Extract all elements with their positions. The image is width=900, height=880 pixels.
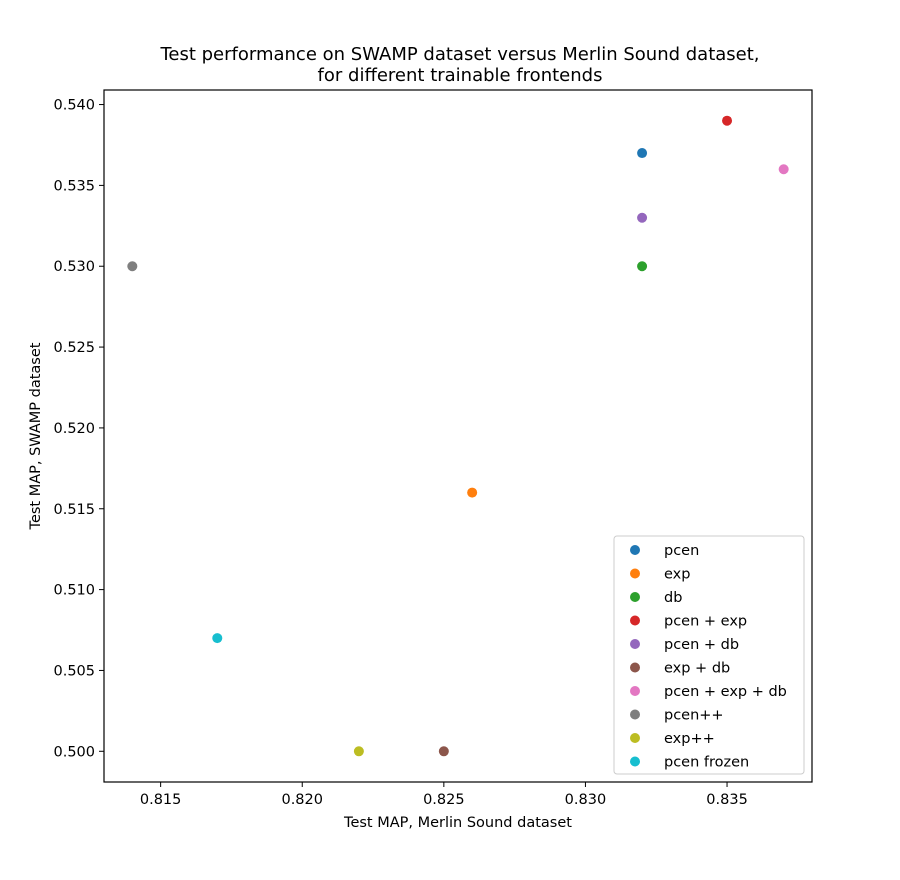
plot-area — [103, 89, 813, 783]
legend-marker — [630, 592, 640, 602]
legend-label: pcen + exp — [664, 614, 747, 630]
y-tick-label: 0.500 — [53, 744, 95, 760]
data-point — [353, 746, 364, 757]
y-axis-label: Test MAP, SWAMP dataset — [28, 342, 44, 530]
y-tick-label: 0.520 — [53, 421, 95, 437]
legend: pcen exp db pcen + exp pcen + db exp + db pcen… — [613, 535, 805, 775]
y-tick-label: 0.515 — [53, 502, 95, 518]
legend-label: exp — [664, 567, 690, 583]
data-point — [637, 212, 648, 223]
y-tick-label: 0.530 — [53, 259, 95, 275]
data-point — [722, 115, 733, 126]
x-tick-label: 0.815 — [140, 792, 182, 808]
legend-label: pcen++ — [664, 708, 724, 724]
y-tick-label: 0.540 — [53, 98, 95, 114]
data-point — [637, 148, 648, 159]
chart-title: Test performance on SWAMP dataset versus… — [159, 44, 759, 65]
legend-label: pcen + exp + db — [664, 684, 787, 700]
y-tick-label: 0.525 — [53, 340, 95, 356]
legend-marker — [630, 662, 640, 673]
x-axis: 0.815 0.820 0.825 0.830 0.835 — [140, 782, 748, 808]
legend-marker — [630, 686, 640, 696]
x-axis-label: Test MAP, Merlin Sound dataset — [343, 815, 572, 831]
legend-label: exp + db — [664, 661, 730, 677]
y-tick-label: 0.505 — [53, 663, 95, 679]
y-axis: 0.500 0.505 0.510 0.515 0.520 0.525 0.530 0.535… — [53, 98, 104, 760]
y-tick-label: 0.535 — [53, 178, 95, 194]
data-point — [212, 633, 223, 644]
chart-subtitle: for different trainable frontends — [318, 65, 603, 86]
legend-marker — [630, 756, 640, 767]
legend-label: pcen frozen — [664, 755, 749, 771]
legend-label: db — [664, 590, 682, 606]
legend-marker — [630, 545, 640, 555]
legend-label: pcen — [664, 543, 699, 559]
x-tick-label: 0.825 — [423, 792, 465, 808]
data-points — [127, 115, 789, 757]
y-tick-label: 0.510 — [53, 583, 95, 599]
data-point — [438, 746, 449, 757]
legend-marker — [630, 733, 640, 743]
legend-marker — [630, 709, 640, 720]
legend-marker — [630, 615, 640, 626]
legend-label: exp++ — [664, 731, 715, 747]
x-tick-label: 0.820 — [281, 792, 323, 808]
data-point — [778, 164, 789, 175]
legend-label: pcen + db — [664, 637, 739, 653]
legend-box — [613, 535, 805, 775]
legend-marker — [630, 639, 640, 649]
legend-marker — [630, 568, 640, 579]
data-point — [637, 261, 648, 272]
x-tick-label: 0.835 — [706, 792, 748, 808]
data-point — [127, 261, 138, 272]
x-tick-label: 0.830 — [565, 792, 607, 808]
data-point — [467, 487, 478, 498]
